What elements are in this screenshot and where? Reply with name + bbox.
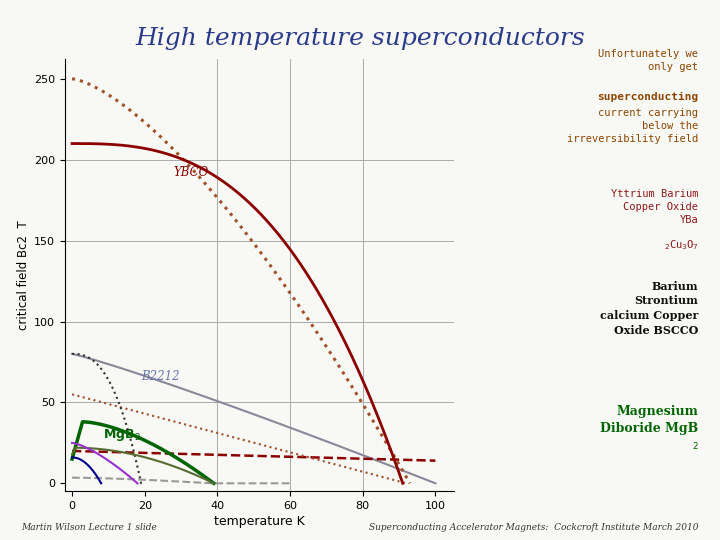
Text: High temperature superconductors: High temperature superconductors bbox=[135, 27, 585, 50]
Text: current carrying
below the
irreversibility field: current carrying below the irreversibili… bbox=[567, 108, 698, 144]
Text: $_{2}$Cu$_{3}$O$_{7}$: $_{2}$Cu$_{3}$O$_{7}$ bbox=[664, 239, 698, 253]
Text: Martin Wilson Lecture 1 slide: Martin Wilson Lecture 1 slide bbox=[22, 523, 158, 532]
X-axis label: temperature K: temperature K bbox=[214, 515, 305, 528]
Text: YBCO: YBCO bbox=[174, 166, 209, 179]
Y-axis label: critical field Bc2  T: critical field Bc2 T bbox=[17, 220, 30, 330]
Text: MgB$_2$: MgB$_2$ bbox=[103, 427, 140, 443]
Text: B2212: B2212 bbox=[141, 370, 180, 383]
Text: Superconducting Accelerator Magnets:  Cockcroft Institute March 2010: Superconducting Accelerator Magnets: Coc… bbox=[369, 523, 698, 532]
Text: Barium
Strontium
calcium Copper
Oxide BSCCO: Barium Strontium calcium Copper Oxide BS… bbox=[600, 281, 698, 335]
Text: superconducting: superconducting bbox=[597, 92, 698, 102]
Text: Yttrium Barium
Copper Oxide
YBa: Yttrium Barium Copper Oxide YBa bbox=[611, 189, 698, 225]
Text: Unfortunately we
only get: Unfortunately we only get bbox=[598, 49, 698, 72]
Text: $_2$: $_2$ bbox=[692, 439, 698, 452]
Text: Magnesium
Diboride MgB: Magnesium Diboride MgB bbox=[600, 405, 698, 435]
